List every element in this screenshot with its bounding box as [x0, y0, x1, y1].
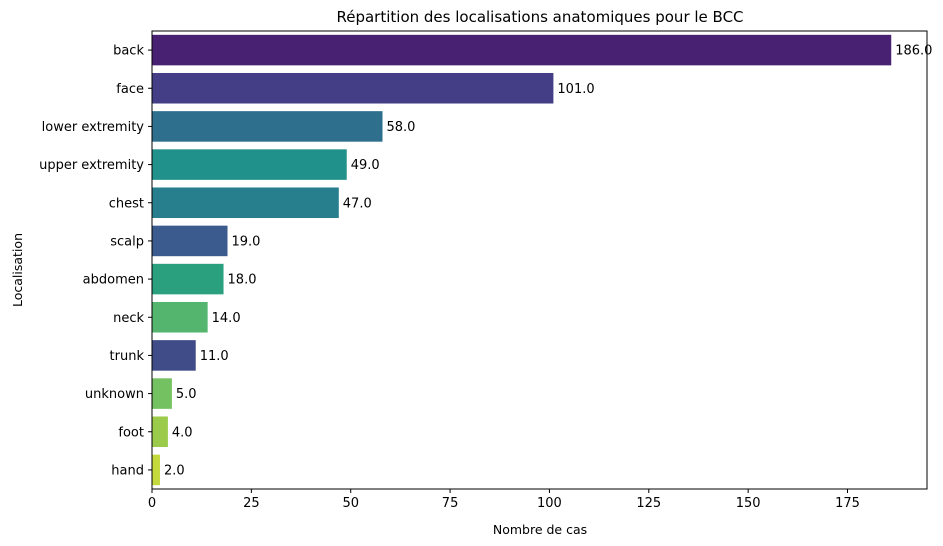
y-tick-label: chest	[109, 196, 144, 211]
data-label: 47.0	[343, 196, 372, 211]
y-tick-label: lower extremity	[42, 120, 145, 135]
x-tick-label: 25	[243, 496, 260, 511]
x-tick-label: 125	[636, 496, 661, 511]
x-axis-label: Nombre de cas	[493, 522, 587, 537]
bar-back	[152, 34, 892, 66]
bar-abdomen	[152, 263, 224, 295]
y-tick-label: unknown	[85, 387, 144, 402]
x-axis: 0 25 50 75 100 125 150 175	[148, 489, 860, 511]
data-label: 14.0	[212, 311, 241, 326]
x-tick-label: 175	[835, 496, 860, 511]
y-tick-label: trunk	[110, 349, 145, 364]
y-tick-label: abdomen	[83, 273, 144, 288]
y-tick-label: neck	[113, 311, 144, 326]
y-axis-label: Localisation	[10, 233, 25, 307]
bar-neck	[152, 301, 208, 333]
y-tick-label: face	[116, 82, 144, 97]
data-label: 2.0	[164, 463, 185, 478]
plot-frame	[151, 30, 928, 490]
bar-scalp	[152, 225, 228, 257]
data-labels: 186.0 101.0 58.0 49.0 47.0 19.0 18.0 14.0 11.0 5.…	[164, 44, 933, 479]
bar-unknown	[152, 378, 172, 409]
data-label: 5.0	[176, 387, 197, 402]
bar-lower-extremity	[152, 111, 383, 142]
x-tick-label: 100	[537, 496, 562, 511]
y-tick-labels: back face lower extremity upper extremity ch…	[39, 44, 152, 478]
bar-foot	[152, 416, 168, 448]
data-label: 4.0	[172, 425, 193, 440]
data-label: 186.0	[895, 44, 932, 59]
x-tick-label: 150	[736, 496, 761, 511]
bars-group	[152, 34, 892, 486]
data-label: 19.0	[232, 234, 261, 249]
data-label: 58.0	[387, 120, 416, 135]
chart-title: Répartition des localisations anatomique…	[336, 8, 743, 26]
data-label: 11.0	[200, 349, 229, 364]
data-label: 49.0	[351, 158, 380, 173]
x-tick-label: 0	[148, 496, 156, 511]
y-tick-label: foot	[118, 425, 144, 440]
y-tick-label: back	[113, 44, 144, 59]
bar-face	[152, 72, 554, 104]
data-label: 101.0	[557, 82, 594, 97]
x-tick-label: 75	[442, 496, 459, 511]
bar-trunk	[152, 340, 196, 371]
y-tick-label: scalp	[110, 234, 144, 249]
bar-upper-extremity	[152, 149, 347, 180]
data-label: 18.0	[228, 273, 257, 288]
bar-hand	[152, 454, 160, 486]
bar-chest	[152, 187, 339, 219]
x-tick-label: 50	[342, 496, 359, 511]
y-tick-label: upper extremity	[39, 158, 144, 173]
y-tick-label: hand	[111, 463, 144, 478]
